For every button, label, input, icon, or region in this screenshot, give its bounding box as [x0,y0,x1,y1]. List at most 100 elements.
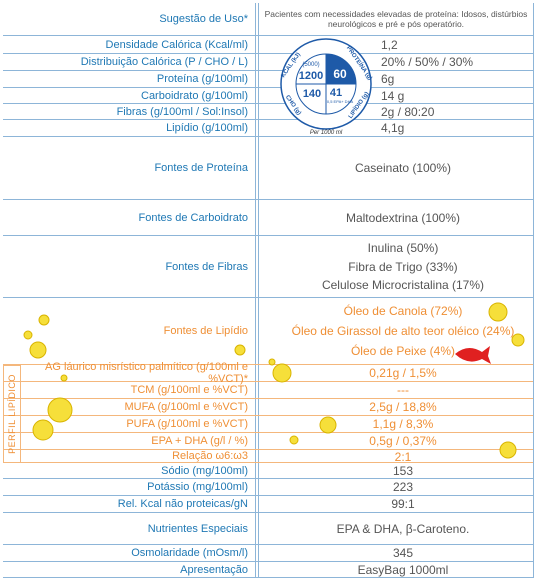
row-value: 223 [392,480,414,494]
right-border [533,3,534,578]
row-value: --- [397,383,409,397]
row-values: 2:1 [259,450,533,464]
row-label: EPA + DHA (g/l / %) [151,435,248,447]
row-label: Carboidrato (g/100ml) [141,89,248,102]
table-row: EPA + DHA (g/l / %) 0,5g / 0,37% [3,433,533,450]
row-value: Maltodextrina (100%) [345,210,461,225]
table-row: Apresentação EasyBag 1000ml [3,562,533,578]
row-label: Densidade Calórica (Kcal/ml) [105,38,248,51]
row-label: Potássio (mg/100ml) [147,481,248,493]
row-values: Inulina (50%) Fibra de Trigo (33%) Celulos… [259,236,533,297]
table-row: Fontes de Proteína Caseinato (100%) [3,137,533,200]
row-values: 0,21g / 1,5% [259,365,533,381]
table-row: Fibras (g/100ml / Sol:Insol) 2g / 80:20 [3,104,533,120]
nutrition-badge: KCAL (kJ) PROTEÍNA (g) CHO (g) LIPÍDIO (… [280,38,374,136]
table-row: Nutrientes Especiais EPA & DHA, β-Caroten… [3,513,533,545]
row-value: Inulina (50%) [367,240,439,255]
table-row: Rel. Kcal não proteicas/gN 99:1 [3,496,533,513]
row-label: Relação ω6:ω3 [172,450,248,462]
badge-kj: (5000) [302,62,319,68]
row-label: Distribuição Calórica (P / CHO / L) [80,56,248,68]
table-row: TCM (g/100ml e %VCT) --- [3,382,533,399]
table-row: Osmolaridade (mOsm/l) 345 [3,545,533,562]
table-row: Sugestão de Uso* Pacientes com necessidad… [3,3,533,36]
row-values: Caseinato (100%) [259,137,533,199]
row-values: EasyBag 1000ml [259,562,533,577]
row-values: 20% / 50% / 30% [259,54,533,70]
row-values: 2,5g / 18,8% [259,399,533,415]
row-value: 0,21g / 1,5% [369,366,437,380]
row-value: 0,5g / 0,37% [369,434,437,448]
row-label: Sódio (mg/100ml) [161,464,248,477]
badge-cho: 140 [303,88,321,100]
row-label: Fontes de Proteína [154,162,248,174]
row-value: 153 [392,463,414,478]
row-values: 2g / 80:20 [259,104,533,119]
table-row: Fontes de Carboidrato Maltodextrina (100%… [3,200,533,236]
section-label: PERFIL LIPÍDICO [3,365,21,463]
table-row: MUFA (g/100ml e %VCT) 2,5g / 18,8% [3,399,533,416]
row-values: Maltodextrina (100%) [259,200,533,235]
row-values: --- [259,382,533,398]
row-values: 99:1 [259,496,533,512]
row-label: Fontes de Lipídio [163,325,248,337]
row-label: Fontes de Fibras [165,260,248,273]
row-values: 6g [259,71,533,87]
table-row: Lipídio (g/100ml) 4,1g [3,120,533,137]
row-value: 20% / 50% / 30% [381,55,474,69]
row-value: EasyBag 1000ml [357,562,449,577]
row-values: EPA & DHA, β-Caroteno. [259,513,533,544]
row-values: 1,2 [259,36,533,53]
column-divider [255,3,256,578]
badge-kcal: 1200 [299,70,323,82]
table-row: Densidade Calórica (Kcal/ml) 1,2 [3,36,533,54]
row-label: TCM (g/100ml e %VCT) [130,384,248,396]
row-value: 14 g [381,88,405,103]
row-values: 1,1g / 8,3% [259,416,533,432]
badge-protein: 60 [333,67,347,81]
row-value: 6g [381,72,395,86]
row-value: 2,5g / 18,8% [369,400,437,414]
table-row: Potássio (mg/100ml) 223 [3,479,533,496]
row-label: Nutrientes Especiais [147,522,248,535]
row-label: Fibras (g/100ml / Sol:Insol) [116,105,248,118]
row-values: Óleo de Canola (72%) Óleo de Girassol de … [259,298,533,364]
row-values: 345 [259,545,533,561]
row-label: MUFA (g/100ml e %VCT) [124,401,248,413]
table-row: Proteína (g/100ml) 6g [3,71,533,88]
row-values: 14 g [259,88,533,103]
table-row: PUFA (g/100ml e %VCT) 1,1g / 8,3% [3,416,533,433]
row-value: 1,1g / 8,3% [372,417,434,431]
section-label-text: PERFIL LIPÍDICO [7,374,17,454]
row-label: Rel. Kcal não proteicas/gN [117,498,248,510]
row-value: 99:1 [391,497,415,511]
row-value: Celulose Microcristalina (17%) [321,278,485,293]
row-label: Osmolaridade (mOsm/l) [131,547,248,559]
row-label: Apresentação [180,563,248,576]
row-value: Óleo de Peixe (4%) [350,344,456,358]
row-values: 153 [259,463,533,478]
row-value: Óleo de Girassol de alto teor oléico (24… [291,324,515,338]
row-value: 4,1g [381,121,405,135]
table-row: Distribuição Calórica (P / CHO / L) 20% /… [3,54,533,71]
badge-per: Per 1000 ml [310,130,343,136]
table-row: Relação ω6:ω3 2:1 [3,450,533,464]
row-value: Pacientes com necessidades elevadas de p… [264,9,528,29]
badge-epa: 0,5 EPA+ DHA [327,99,354,104]
row-value: Fibra de Trigo (33%) [348,259,458,274]
row-label: AG láurico misrístico palmítico (g/100ml… [45,361,248,385]
row-label: Fontes de Carboidrato [138,211,248,224]
row-value: 2:1 [394,450,412,464]
row-value: 1,2 [381,37,398,52]
row-values: 223 [259,479,533,495]
table-row: Fontes de Lipídio Óleo de Canola (72%) Óle… [3,298,533,365]
row-label: Proteína (g/100ml) [156,73,248,85]
row-values: 4,1g [259,120,533,136]
row-value: Óleo de Canola (72%) [343,304,463,318]
badge-lipid: 41 [330,87,342,99]
table-row: AG láurico misrístico palmítico (g/100ml… [3,361,533,385]
row-label: Lipídio (g/100ml) [166,122,248,134]
row-label: Sugestão de Uso* [159,13,248,25]
row-values: Pacientes com necessidades elevadas de p… [259,3,533,35]
